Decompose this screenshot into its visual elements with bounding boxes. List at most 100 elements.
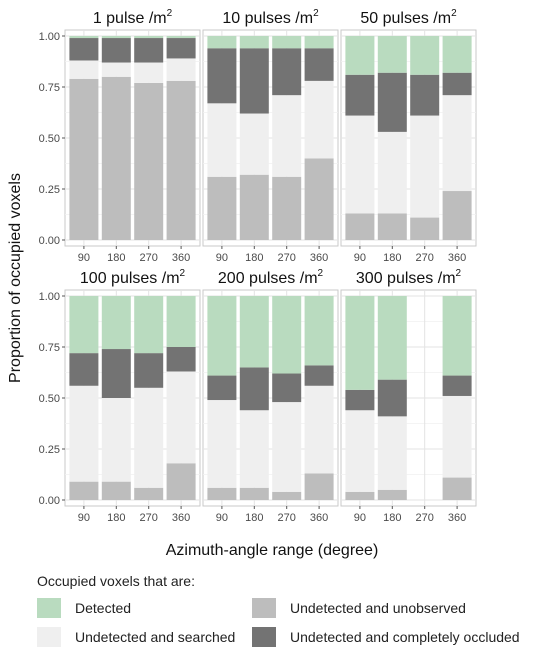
y-axis-title: Proportion of occupied voxels: [7, 173, 24, 383]
legend-swatch-occluded: [252, 627, 276, 647]
bar-segment-unobserved: [101, 481, 131, 500]
legend-title: Occupied voxels that are:: [37, 573, 195, 589]
bar-segment-searched: [239, 113, 269, 175]
x-tick-label: 180: [383, 252, 401, 264]
bar-segment-searched: [442, 395, 472, 478]
bar-segment-occluded: [377, 379, 407, 417]
bar-segment-detected: [442, 36, 472, 73]
bar-segment-searched: [304, 385, 334, 474]
x-tick-label: 270: [140, 252, 158, 264]
bar-segment-searched: [69, 60, 99, 79]
panel-title-superscript: 2: [456, 268, 462, 279]
y-tick-label: 0.00: [39, 235, 60, 247]
x-tick-label: 90: [354, 252, 366, 264]
bar-segment-unobserved: [134, 487, 164, 500]
x-tick-label: 270: [278, 252, 296, 264]
bar-segment-occluded: [134, 38, 164, 63]
x-tick-label: 360: [172, 512, 190, 524]
panel-title-superscript: 2: [313, 8, 319, 19]
bar-segment-detected: [166, 36, 196, 39]
bar-segment-detected: [134, 296, 164, 354]
bar-segment-unobserved: [69, 78, 99, 240]
x-tick-label: 180: [107, 512, 125, 524]
x-tick-label: 360: [448, 512, 466, 524]
bar-segment-detected: [239, 36, 269, 49]
y-tick-label: 0.75: [39, 82, 60, 94]
panel-title-text: 50 pulses /m: [360, 10, 451, 27]
panel-title-superscript: 2: [167, 8, 173, 19]
bar-segment-detected: [166, 296, 196, 347]
bar-segment-searched: [101, 62, 131, 77]
panel-6: 300 pulses /m2 90 180 270 360: [340, 268, 477, 524]
bar-segment-detected: [272, 36, 302, 49]
y-tick-label: 0.50: [39, 393, 60, 405]
bar-segment-detected: [207, 296, 237, 376]
legend-label-detected: Detected: [75, 600, 132, 616]
bar-segment-searched: [166, 58, 196, 81]
bar-segment-searched: [69, 385, 99, 482]
panel-title: 300 pulses /m2: [356, 268, 462, 287]
legend-item-occluded: Undetected and completely occluded: [252, 627, 520, 647]
panel-title-text: 1 pulse /m: [93, 10, 167, 27]
bar-segment-occluded: [239, 48, 269, 114]
y-tick-label: 0.50: [39, 133, 60, 145]
x-tick-label: 360: [172, 252, 190, 264]
bar-segment-unobserved: [239, 487, 269, 500]
bar-segment-searched: [101, 398, 131, 482]
bar-segment-searched: [134, 62, 164, 83]
y-tick-label: 0.75: [39, 342, 60, 354]
y-tick-label: 1.00: [39, 291, 60, 303]
x-tick-label: 360: [310, 252, 328, 264]
bar-segment-detected: [69, 36, 99, 39]
panel-title: 1 pulse /m2: [93, 8, 173, 27]
bar-segment-unobserved: [272, 491, 302, 500]
bar-segment-searched: [442, 95, 472, 192]
bar-segment-unobserved: [134, 82, 164, 240]
bar-segment-searched: [410, 115, 440, 218]
bar-segment-searched: [377, 131, 407, 214]
y-tick-label: 0.00: [39, 495, 60, 507]
bar-segment-detected: [377, 36, 407, 73]
bar-segment-occluded: [345, 74, 375, 116]
bar-segment-occluded: [207, 48, 237, 104]
bar-segment-occluded: [101, 38, 131, 63]
panel-2: 10 pulses /m2 90 180 270 360: [202, 8, 339, 264]
bar-segment-detected: [304, 36, 334, 49]
x-tick-label: 90: [354, 512, 366, 524]
bar-segment-searched: [239, 410, 269, 488]
legend-label-unobserved: Undetected and unobserved: [290, 600, 466, 616]
panel-title: 50 pulses /m2: [360, 8, 457, 27]
bar-segment-searched: [272, 95, 302, 177]
x-tick-label: 270: [416, 252, 434, 264]
y-tick-label: 1.00: [39, 31, 60, 43]
legend-item-detected: Detected: [37, 598, 131, 618]
bar-segment-unobserved: [377, 213, 407, 240]
legend-item-unobserved: Undetected and unobserved: [252, 598, 466, 618]
bar-segment-unobserved: [377, 489, 407, 500]
panel-3: 50 pulses /m2 90 180 270 360: [340, 8, 477, 264]
bar-segment-occluded: [410, 74, 440, 116]
bar-segment-unobserved: [345, 491, 375, 500]
y-tick-label: 0.25: [39, 184, 60, 196]
bar-segment-unobserved: [304, 473, 334, 500]
x-tick-label: 90: [78, 252, 90, 264]
panel-title-superscript: 2: [318, 268, 324, 279]
bar-segment-occluded: [69, 353, 99, 386]
bar-segment-occluded: [272, 48, 302, 96]
legend-label-searched: Undetected and searched: [75, 629, 236, 645]
panel-title: 200 pulses /m2: [218, 268, 324, 287]
x-tick-label: 90: [78, 512, 90, 524]
x-tick-label: 90: [216, 252, 228, 264]
x-axis-title: Azimuth-angle range (degree): [166, 542, 379, 559]
bar-segment-unobserved: [345, 213, 375, 240]
bar-segment-unobserved: [304, 158, 334, 240]
bar-segment-detected: [304, 296, 334, 366]
x-tick-label: 180: [245, 512, 263, 524]
bar-segment-unobserved: [442, 477, 472, 500]
bar-segment-searched: [377, 416, 407, 490]
bar-segment-detected: [134, 36, 164, 39]
bar-segment-occluded: [69, 38, 99, 61]
bar-segment-occluded: [304, 365, 334, 386]
x-tick-label: 180: [245, 252, 263, 264]
panel-4: 100 pulses /m2 0.00 0.25 0.50 0.75 1.00 90 180 2…: [39, 268, 201, 524]
